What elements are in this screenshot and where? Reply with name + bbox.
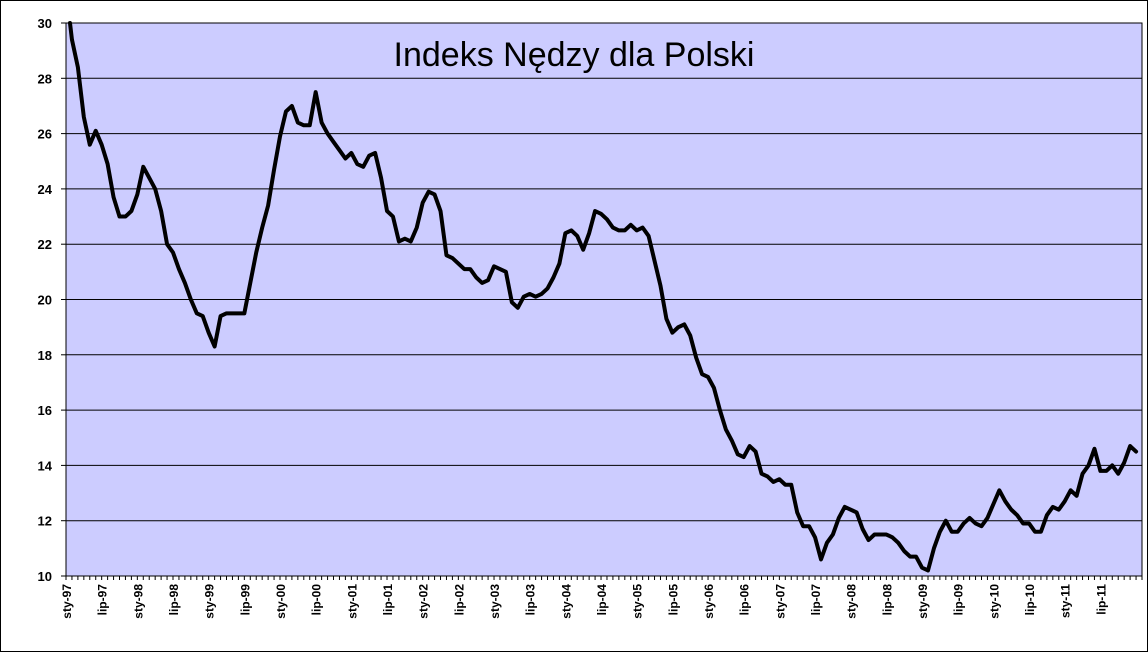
x-tick-label: lip-09 (952, 584, 966, 616)
x-tick-label: lip-08 (880, 584, 894, 616)
x-tick-label: lip-11 (1094, 584, 1108, 615)
x-tick-label: sty-97 (60, 584, 74, 619)
x-tick-label: lip-98 (167, 584, 181, 616)
x-tick-label: lip-01 (381, 584, 395, 616)
y-tick-label: 10 (38, 569, 52, 584)
y-tick-label: 16 (38, 403, 52, 418)
x-tick-label: lip-99 (238, 584, 252, 616)
series-line (68, 21, 1139, 573)
y-tick-label: 20 (38, 293, 52, 308)
x-tick-label: lip-05 (666, 584, 680, 616)
x-tick-label: sty-02 (417, 584, 431, 619)
x-tick-label: lip-03 (524, 584, 538, 616)
gridlines (66, 77, 1142, 522)
x-tick-label: lip-07 (809, 584, 823, 616)
x-tick-label: sty-09 (916, 584, 930, 619)
x-tick-label: sty-08 (845, 584, 859, 619)
y-tick-label: 12 (38, 514, 52, 529)
x-tick-label: lip-02 (452, 584, 466, 616)
y-tick-label: 24 (38, 182, 53, 197)
x-tick-label: sty-06 (702, 584, 716, 619)
x-tick-label: lip-97 (96, 584, 110, 616)
y-tick-label: 22 (38, 237, 52, 252)
y-tick-label: 28 (38, 71, 52, 86)
x-tick-label: lip-00 (310, 584, 324, 616)
x-axis: sty-97 lip-97 sty-98 lip-98 sty-99 lip-99 sty-… (60, 576, 1143, 619)
x-tick-label: lip-10 (1023, 584, 1037, 616)
chart-title: Indeks Nędzy dla Polski (394, 36, 755, 74)
x-tick-label: sty-00 (274, 584, 288, 619)
x-tick-label: sty-04 (559, 584, 573, 619)
x-tick-label: sty-01 (345, 584, 359, 619)
y-tick-label: 30 (38, 16, 52, 31)
x-tick-label: lip-04 (595, 584, 609, 616)
x-tick-label: sty-05 (631, 584, 645, 619)
y-axis: 10 12 14 16 18 20 22 24 26 28 30 (38, 16, 66, 584)
x-tick-label: sty-11 (1059, 584, 1073, 618)
x-tick-label: lip-06 (738, 584, 752, 616)
x-tick-label: sty-99 (203, 584, 217, 619)
y-tick-label: 18 (38, 348, 52, 363)
x-tick-label: sty-07 (773, 584, 787, 619)
y-tick-label: 14 (38, 458, 53, 473)
x-tick-label: sty-10 (987, 584, 1001, 619)
x-tick-label: sty-03 (488, 584, 502, 619)
x-tick-label: sty-98 (131, 584, 145, 619)
y-tick-label: 26 (38, 127, 52, 142)
